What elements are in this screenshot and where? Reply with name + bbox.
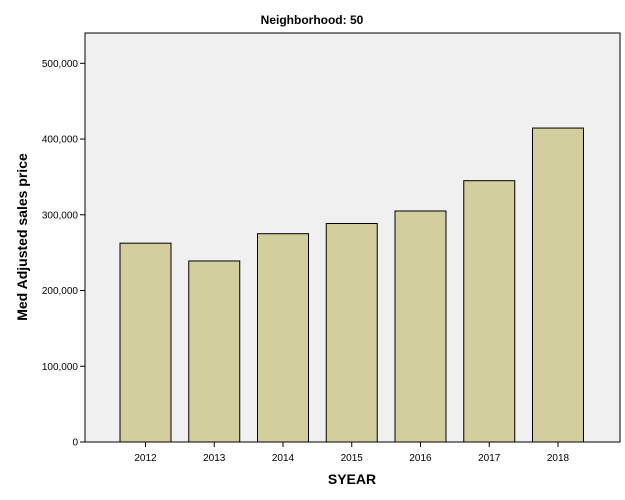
bar-2014 — [257, 233, 309, 443]
y-axis-title: Med Adjusted sales price — [14, 153, 30, 321]
bar-2015 — [325, 222, 378, 443]
y-tick-label: 500,000 — [42, 59, 79, 70]
chart-title: Neighborhood: 50 — [261, 13, 364, 27]
bar-2013 — [188, 260, 241, 443]
bar-2016 — [394, 210, 447, 443]
y-tick-label: 300,000 — [42, 210, 79, 221]
y-tick-label: 0 — [72, 438, 78, 449]
x-tick-label: 2015 — [341, 453, 364, 464]
bar-2012 — [119, 242, 172, 443]
x-tick-label: 2017 — [478, 453, 501, 464]
x-tick-label: 2012 — [134, 453, 157, 464]
x-tick-label: 2016 — [409, 453, 432, 464]
y-axis: 0 100,000 200,000 300,000 400,000 500,000 — [42, 59, 85, 449]
x-tick-label: 2013 — [203, 453, 226, 464]
y-tick-label: 100,000 — [42, 362, 79, 373]
x-tick-label: 2014 — [272, 453, 295, 464]
x-tick-label: 2018 — [547, 453, 570, 464]
bar-2018 — [532, 127, 584, 443]
x-axis: 2012 2013 2014 2015 2016 2017 2018 — [134, 442, 570, 464]
x-axis-title: SYEAR — [328, 471, 376, 487]
y-tick-label: 400,000 — [42, 135, 79, 146]
bars-group — [119, 127, 584, 443]
y-tick-label: 200,000 — [42, 286, 79, 297]
bar-2017 — [463, 180, 516, 443]
